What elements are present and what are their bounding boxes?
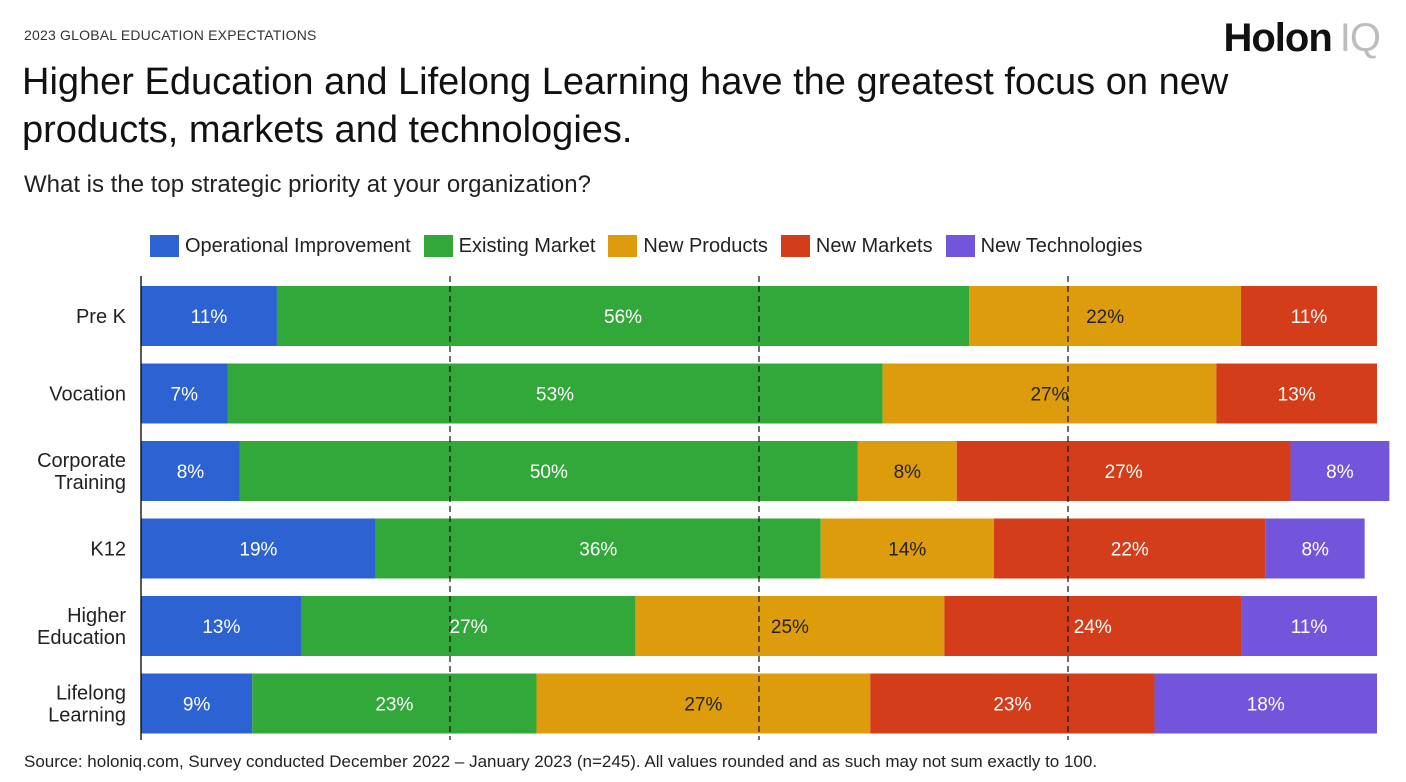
- legend-item: New Technologies: [945, 234, 1143, 258]
- category-label: Lifelong: [56, 683, 126, 705]
- bar-segment: [141, 286, 277, 346]
- data-label: 27%: [684, 695, 722, 716]
- data-label: 8%: [894, 462, 922, 483]
- bar-segment: [1154, 673, 1377, 734]
- bar-segment: [956, 441, 1291, 501]
- brand-suffix: IQ: [1339, 16, 1381, 60]
- bar-segment: [536, 673, 871, 734]
- bar-segment: [1241, 596, 1377, 656]
- bar-segment: [882, 363, 1217, 424]
- data-label: 8%: [1301, 540, 1329, 561]
- data-label: 18%: [1247, 695, 1285, 716]
- data-label: 36%: [579, 540, 617, 561]
- bar-segment: [141, 518, 376, 579]
- bar-segment: [252, 673, 537, 734]
- category-label: Learning: [48, 705, 126, 727]
- legend-swatch: [423, 235, 453, 257]
- bar-segment: [239, 441, 858, 501]
- legend-label: Operational Improvement: [185, 234, 411, 257]
- legend-swatch: [780, 235, 810, 257]
- data-label: 7%: [171, 385, 199, 406]
- bar-segment: [141, 363, 228, 424]
- category-label: Training: [54, 472, 126, 494]
- bar-segment: [820, 518, 994, 579]
- bar-segment: [635, 596, 945, 656]
- data-label: 11%: [1291, 617, 1328, 638]
- bar-segment: [141, 441, 240, 501]
- category-label: K12: [90, 539, 126, 561]
- legend-swatch: [150, 235, 179, 257]
- data-label: 25%: [771, 617, 809, 638]
- brand-logo: Holon IQ: [1223, 14, 1381, 62]
- bar-segment: [969, 286, 1242, 346]
- category-label: Vocation: [49, 384, 126, 406]
- data-label: 11%: [1291, 307, 1328, 328]
- bar-segment: [1241, 286, 1377, 346]
- kicker-text: 2023 GLOBAL EDUCATION EXPECTATIONS: [24, 27, 317, 43]
- bar-labels-group: 11% 56% 22% 11% 7% 53% 27% 13% 8% 50% 8% 27% 8% 19% 36…: [171, 307, 1354, 716]
- data-label: 22%: [1086, 307, 1124, 328]
- data-label: 27%: [1105, 462, 1143, 483]
- data-label: 9%: [183, 695, 211, 716]
- legend-label: New Markets: [815, 234, 933, 257]
- data-label: 13%: [202, 617, 240, 638]
- category-label: Education: [37, 627, 126, 649]
- legend-swatch: [608, 235, 638, 257]
- brand-name: Holon: [1223, 16, 1332, 60]
- bar-segment: [1290, 441, 1390, 501]
- data-label: 13%: [1278, 385, 1316, 406]
- data-label: 11%: [191, 307, 228, 328]
- data-label: 14%: [888, 540, 926, 561]
- legend-swatch: [945, 235, 975, 257]
- source-note: Source: holoniq.com, Survey conducted De…: [24, 752, 1098, 771]
- bar-segment: [141, 673, 253, 734]
- bar-segment: [1216, 363, 1377, 424]
- data-label: 50%: [530, 462, 568, 483]
- bar-segment: [276, 286, 970, 346]
- data-label: 24%: [1074, 617, 1112, 638]
- bar-segment: [993, 518, 1266, 579]
- data-label: 23%: [375, 695, 413, 716]
- chart-legend: Operational Improvement Existing Market Ne…: [150, 232, 1156, 260]
- data-label: 27%: [450, 617, 488, 638]
- chart-subtitle: What is the top strategic priority at yo…: [24, 171, 591, 198]
- legend-label: Existing Market: [458, 234, 596, 257]
- bar-segment: [944, 596, 1242, 656]
- data-label: 27%: [1030, 385, 1068, 406]
- bar-segment: [141, 596, 302, 656]
- legend-label: New Technologies: [980, 234, 1143, 257]
- legend-item: Operational Improvement: [150, 235, 411, 258]
- legend-item: New Products: [608, 235, 768, 258]
- data-label: 56%: [604, 307, 642, 328]
- data-label: 53%: [536, 385, 574, 406]
- data-label: 8%: [177, 462, 205, 483]
- data-label: 23%: [993, 695, 1031, 716]
- bars-group: [141, 286, 1390, 734]
- data-label: 22%: [1111, 540, 1149, 561]
- category-label: Pre K: [76, 306, 127, 328]
- legend-item: Existing Market: [423, 234, 596, 258]
- bar-segment: [870, 673, 1155, 734]
- bar-segment: [857, 441, 957, 501]
- bar-segment: [301, 596, 636, 656]
- legend-item: New Markets: [780, 234, 933, 258]
- category-label: Corporate: [37, 450, 126, 472]
- bar-segment: [227, 363, 883, 424]
- chart-title: Higher Education and Lifelong Learning h…: [22, 61, 1229, 151]
- legend-label: New Products: [643, 234, 768, 257]
- data-label: 8%: [1326, 462, 1354, 483]
- bar-segment: [1265, 518, 1365, 579]
- data-label: 19%: [239, 540, 277, 561]
- category-label: Higher: [67, 605, 126, 627]
